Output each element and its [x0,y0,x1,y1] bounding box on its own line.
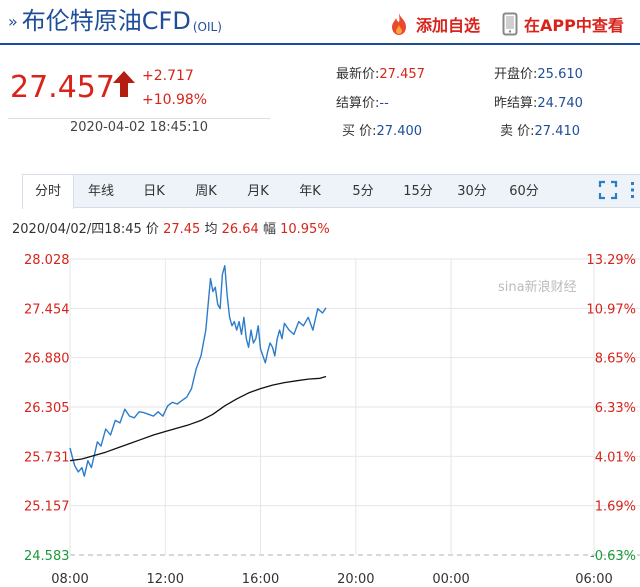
tab-yearline[interactable]: 年线 [87,184,114,199]
tab-5min[interactable]: 5分 [352,184,374,199]
y-tick-label: 26.305 [24,401,70,416]
add-to-watchlist-label: 添加自选 [416,16,481,35]
stat-settle: 结算价:-- [336,92,389,111]
tab-15min[interactable]: 15分 [403,184,433,199]
divider [8,118,270,119]
y-tick-label-percent: 10.97% [586,302,636,317]
stat-value: 27.410 [534,124,581,139]
chart-period-tabs: 分时 年线 日K 周K 月K 年K 5分 15分 30分 60分 [22,174,640,209]
y-tick-label-percent: -0.63% [590,549,636,564]
quote-timestamp: 2020-04-02 18:45:10 [70,120,209,135]
stat-ask: 卖 价:27.410 [500,120,580,139]
stat-value: 25.610 [537,67,583,82]
average-series-line [69,375,327,462]
tab-yearly-k[interactable]: 年K [299,184,321,199]
stat-label: 最新价: [336,67,380,82]
instrument-title: 布伦特原油CFD [21,7,191,35]
info-price-value: 27.45 [163,222,201,237]
page-header: » 布伦特原油CFD (OIL) 添加自选 在APP中查看 [0,0,640,45]
tab-30min[interactable]: 30分 [457,184,487,199]
y-tick-label-percent: 1.69% [595,500,636,515]
y-tick-label: 25.157 [24,500,70,515]
info-price-label: 价 [145,222,159,237]
intraday-price-chart[interactable]: 28.028 13.29% 27.454 10.97% 26.880 8.65% 26.30… [0,240,640,587]
stat-value: 27.457 [379,67,425,82]
info-avg-value: 26.64 [221,222,259,237]
stat-label: 买 价: [342,124,377,139]
price-series-line [69,265,327,477]
fullscreen-icon[interactable] [598,180,618,200]
tab-intraday[interactable]: 分时 [22,175,74,209]
more-options-icon[interactable] [628,180,638,200]
y-tick-label: 27.454 [24,302,70,317]
stat-value: 27.400 [376,124,423,139]
x-tick-label: 00:00 [432,572,469,587]
x-tick-label: 12:00 [147,572,184,587]
instrument-code: (OIL) [192,20,222,34]
x-tick-label: 06:00 [575,572,612,587]
crosshair-info-bar: 2020/04/02/四18:45 价 27.45 均 26.64 幅 10.9… [12,218,330,237]
open-in-app-label: 在APP中查看 [524,16,624,35]
stat-label: 昨结算: [494,96,538,111]
flame-icon [392,13,406,35]
x-tick-label: 16:00 [242,572,279,587]
watermark-text: sina新浪财经 [498,279,577,295]
open-in-app-button[interactable]: 在APP中查看 [502,12,624,36]
y-tick-label-percent: 4.01% [595,450,636,465]
info-amp-label: 幅 [262,222,276,237]
y-tick-label: 25.731 [24,450,70,465]
last-price: 27.457 [10,70,115,105]
info-avg-label: 均 [204,222,218,237]
stat-label: 开盘价: [494,67,538,82]
tab-monthly-k[interactable]: 月K [247,184,269,199]
x-tick-label: 08:00 [51,572,88,587]
y-tick-label: 24.583 [24,549,70,564]
tab-daily-k[interactable]: 日K [143,184,165,199]
arrow-up-icon [113,71,135,97]
info-datetime: 2020/04/02/四18:45 [12,222,142,237]
stat-open: 开盘价:25.610 [494,63,583,82]
y-tick-label: 26.880 [24,352,70,367]
y-tick-label-percent: 8.65% [595,352,636,367]
phone-icon [502,12,518,36]
y-tick-label-percent: 6.33% [595,401,636,416]
x-tick-label: 20:00 [337,572,374,587]
stat-label: 结算价: [336,96,380,111]
info-amp-value: 10.95% [280,222,330,237]
stat-bid: 买 价:27.400 [342,120,422,139]
title-group: » 布伦特原油CFD (OIL) [8,6,222,36]
price-change-percent: +10.98% [142,92,208,108]
y-tick-label: 28.028 [24,253,70,268]
add-to-watchlist-button[interactable]: 添加自选 [388,12,480,36]
price-change: +2.717 [142,68,194,84]
stat-latest: 最新价:27.457 [336,63,425,82]
stat-value: -- [379,96,389,111]
stat-label: 卖 价: [500,124,535,139]
tab-weekly-k[interactable]: 周K [195,184,217,199]
stat-value: 24.740 [537,96,583,111]
double-chevron-icon[interactable]: » [8,12,18,31]
tab-60min[interactable]: 60分 [509,184,539,199]
y-tick-label-percent: 13.29% [586,253,636,268]
stat-prev-settle: 昨结算:24.740 [494,92,583,111]
